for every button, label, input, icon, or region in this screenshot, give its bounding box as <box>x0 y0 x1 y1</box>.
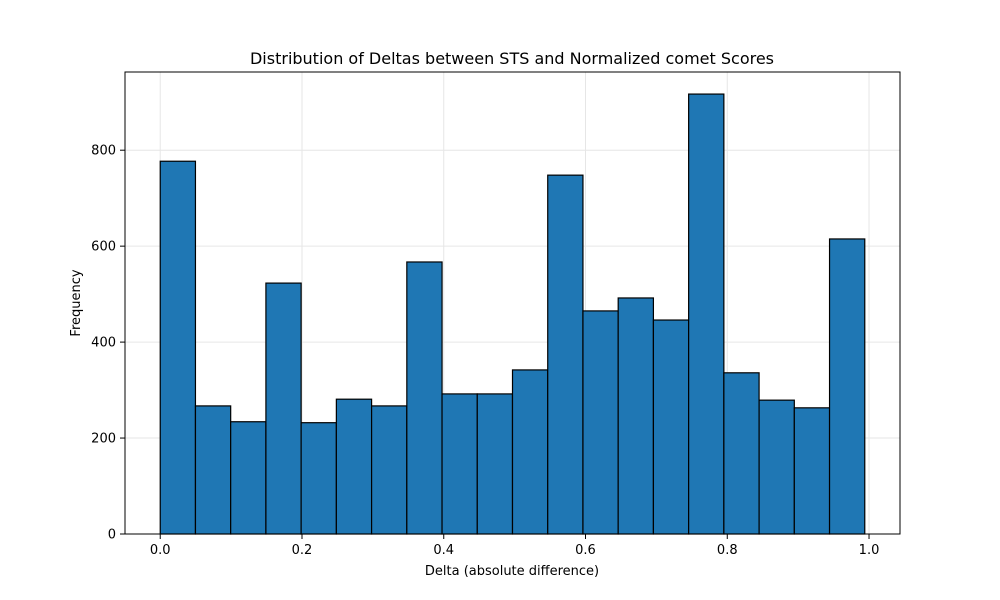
histogram-bar <box>758 399 795 535</box>
histogram-bar <box>370 405 408 535</box>
x-tick-label: 1.0 <box>859 543 880 558</box>
y-tick-label: 800 <box>91 144 116 159</box>
histogram-bar <box>688 93 725 535</box>
histogram-bar <box>194 405 232 535</box>
histogram-bar <box>406 261 443 535</box>
histogram-bar <box>793 407 831 535</box>
y-axis-label: Frequency <box>69 269 84 336</box>
histogram-bar <box>723 372 760 535</box>
x-tick-label: 0.8 <box>717 543 738 558</box>
y-tick-label: 0 <box>108 528 116 543</box>
y-tick-label: 200 <box>91 432 116 447</box>
x-axis-ticks: 0.0 0.2 0.4 0.6 0.8 1.0 <box>150 534 879 558</box>
histogram-bar <box>265 282 302 535</box>
histogram-bar <box>441 393 478 535</box>
x-axis-label: Delta (absolute difference) <box>425 564 599 579</box>
x-tick-label: 0.6 <box>575 543 596 558</box>
histogram-bar <box>617 297 655 535</box>
histogram-bar <box>547 174 584 535</box>
y-tick-label: 600 <box>91 240 116 255</box>
y-tick-label: 400 <box>91 336 116 351</box>
histogram-bars <box>159 93 866 535</box>
x-tick-label: 0.0 <box>150 543 171 558</box>
x-tick-label: 0.2 <box>292 543 313 558</box>
y-axis-ticks: 0 200 400 600 800 <box>91 144 125 543</box>
histogram-bar <box>159 160 197 535</box>
axes-frame <box>124 71 901 535</box>
histogram-bar <box>652 319 690 535</box>
histogram-bar <box>300 422 337 535</box>
histogram-bar <box>476 393 514 535</box>
histogram-bar <box>335 398 373 535</box>
histogram-bar <box>582 310 619 535</box>
x-tick-label: 0.4 <box>433 543 454 558</box>
histogram-bar <box>230 421 267 535</box>
chart-title: Distribution of Deltas between STS and N… <box>250 49 774 68</box>
histogram-bar <box>511 369 549 535</box>
histogram-bar <box>828 238 866 535</box>
